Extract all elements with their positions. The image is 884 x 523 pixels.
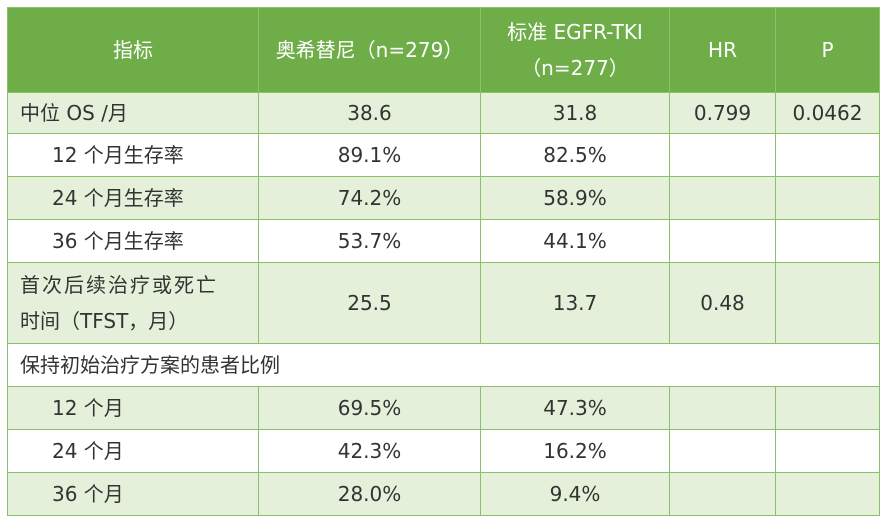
cell-hr (669, 219, 776, 263)
cell-hr (669, 472, 776, 516)
cell-standard: 58.9% (480, 176, 670, 220)
cell-p (775, 429, 880, 473)
cell-p (775, 262, 880, 344)
table-row: 中位 OS /月 38.6 31.8 0.799 0.0462 (7, 92, 880, 134)
header-standard: 标准 EGFR-TKI （n=277） (480, 7, 670, 93)
header-standard-line2: （n=277） (521, 56, 629, 80)
cell-osimertinib: 25.5 (258, 262, 481, 344)
cell-osimertinib: 69.5% (258, 386, 481, 430)
cell-standard: 31.8 (480, 92, 670, 134)
header-row: 指标 奥希替尼（n=279） 标准 EGFR-TKI （n=277） HR P (7, 7, 880, 93)
header-osimertinib: 奥希替尼（n=279） (258, 7, 481, 93)
cell-standard: 44.1% (480, 219, 670, 263)
cell-osimertinib: 42.3% (258, 429, 481, 473)
table-row: 24 个月 42.3% 16.2% (7, 429, 880, 473)
cell-osimertinib: 38.6 (258, 92, 481, 134)
cell-p: 0.0462 (775, 92, 880, 134)
cell-osimertinib: 53.7% (258, 219, 481, 263)
cell-hr (669, 133, 776, 177)
cell-hr (669, 176, 776, 220)
cell-hr (669, 386, 776, 430)
header-p: P (775, 7, 880, 93)
table-row: 12 个月 69.5% 47.3% (7, 386, 880, 430)
cell-standard: 82.5% (480, 133, 670, 177)
cell-standard: 47.3% (480, 386, 670, 430)
row-label: 24 个月 (7, 429, 259, 473)
row-label: 24 个月生存率 (7, 176, 259, 220)
row-label: 12 个月生存率 (7, 133, 259, 177)
section-row: 保持初始治疗方案的患者比例 (7, 343, 880, 387)
table-row: 24 个月生存率 74.2% 58.9% (7, 176, 880, 220)
table-row: 36 个月 28.0% 9.4% (7, 472, 880, 516)
row-label: 中位 OS /月 (7, 92, 259, 134)
header-indicator: 指标 (7, 7, 259, 93)
cell-p (775, 472, 880, 516)
row-label: 首次后续治疗或死亡 时间（TFST，月） (7, 262, 259, 344)
cell-p (775, 386, 880, 430)
cell-hr: 0.48 (669, 262, 776, 344)
row-label: 36 个月 (7, 472, 259, 516)
table-row: 36 个月生存率 53.7% 44.1% (7, 219, 880, 263)
table-row: 首次后续治疗或死亡 时间（TFST，月） 25.5 13.7 0.48 (7, 262, 880, 344)
row-label: 36 个月生存率 (7, 219, 259, 263)
cell-p (775, 219, 880, 263)
cell-osimertinib: 89.1% (258, 133, 481, 177)
cell-osimertinib: 74.2% (258, 176, 481, 220)
row-label-line1: 首次后续治疗或死亡 (20, 273, 218, 297)
cell-standard: 16.2% (480, 429, 670, 473)
header-standard-line1: 标准 EGFR-TKI (507, 20, 643, 44)
header-hr: HR (669, 7, 776, 93)
cell-hr: 0.799 (669, 92, 776, 134)
section-label: 保持初始治疗方案的患者比例 (7, 343, 880, 387)
row-label: 12 个月 (7, 386, 259, 430)
cell-standard: 13.7 (480, 262, 670, 344)
cell-osimertinib: 28.0% (258, 472, 481, 516)
cell-p (775, 133, 880, 177)
table-row: 12 个月生存率 89.1% 82.5% (7, 133, 880, 177)
row-label-line2: 时间（TFST，月） (20, 309, 189, 333)
cell-p (775, 176, 880, 220)
cell-hr (669, 429, 776, 473)
results-table: 指标 奥希替尼（n=279） 标准 EGFR-TKI （n=277） HR P … (7, 7, 880, 516)
cell-standard: 9.4% (480, 472, 670, 516)
